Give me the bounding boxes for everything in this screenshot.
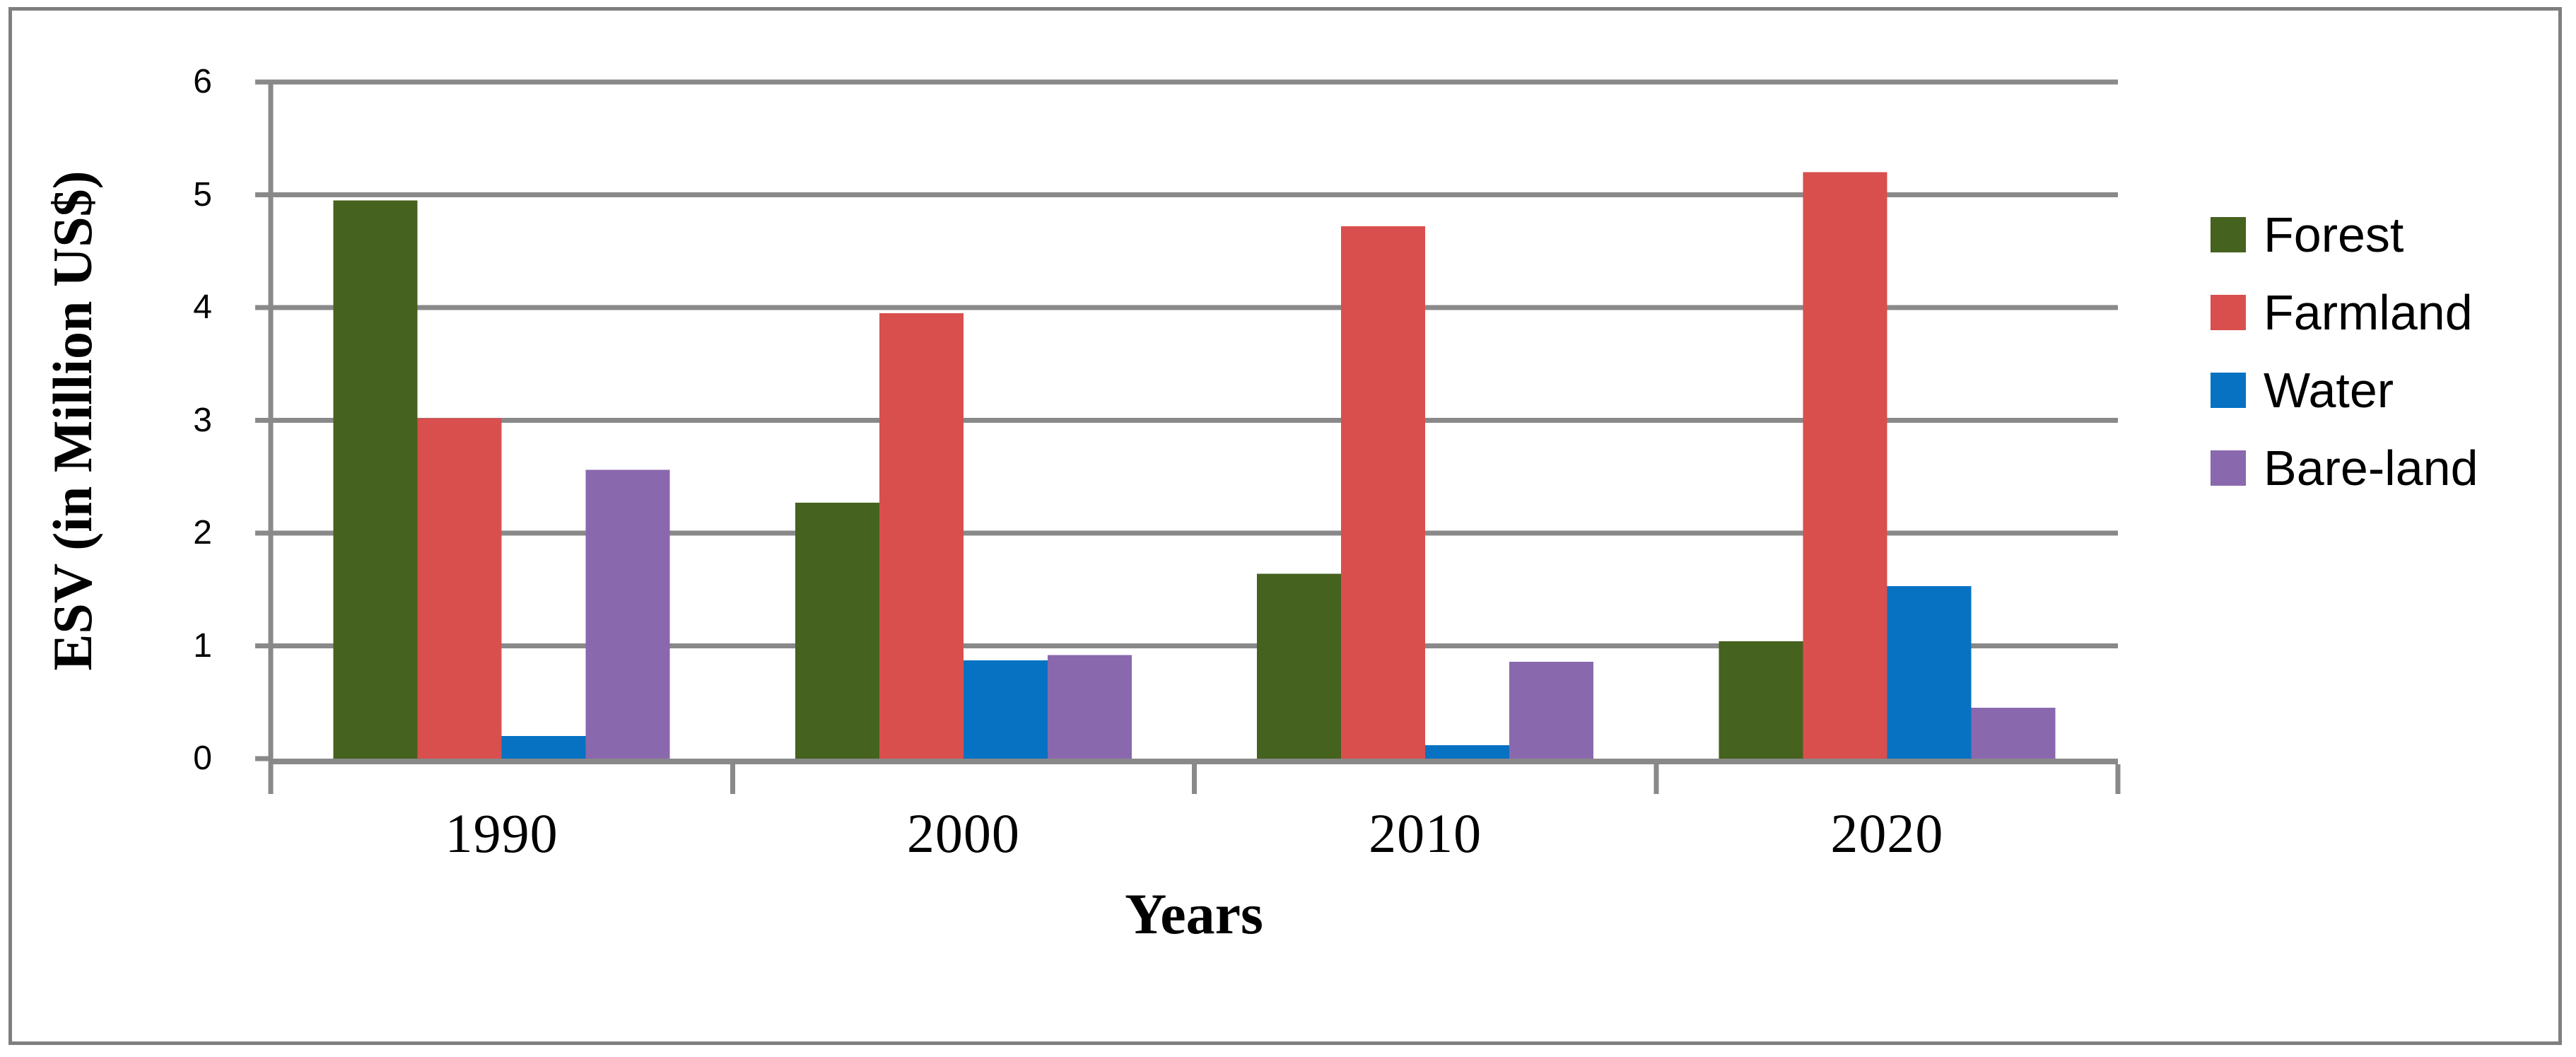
bar-farmland-2000	[879, 313, 964, 759]
bar-water-2000	[963, 660, 1048, 759]
bar-forest-2010	[1257, 573, 1342, 759]
bar-farmland-1990	[417, 418, 502, 759]
legend-item-bareland: Bare-land	[2211, 441, 2478, 495]
bar-water-2010	[1425, 744, 1510, 759]
bar-bare-land-2010	[1509, 661, 1594, 759]
figure-border	[8, 7, 2562, 1045]
legend-swatch-forest	[2211, 217, 2246, 252]
legend-label-forest: Forest	[2264, 207, 2404, 262]
legend-label-farmland: Farmland	[2264, 285, 2473, 340]
x-category-label-1990: 1990	[445, 802, 558, 864]
legend-swatch-farmland	[2211, 295, 2246, 330]
legend-swatch-water	[2211, 373, 2246, 408]
bar-bare-land-1990	[585, 469, 670, 759]
y-tick-label-3: 3	[193, 401, 212, 439]
y-tick-label-6: 6	[193, 63, 212, 100]
bar-water-2020	[1887, 585, 1972, 759]
bar-farmland-2010	[1341, 226, 1426, 759]
x-category-label-2020: 2020	[1830, 802, 1944, 864]
bar-water-1990	[501, 736, 586, 759]
chart-legend: Forest Farmland Water Bare-land	[2211, 208, 2478, 495]
y-tick-label-1: 1	[193, 626, 212, 665]
y-tick-label-4: 4	[193, 288, 212, 326]
legend-item-water: Water	[2211, 363, 2478, 417]
y-tick-label-5: 5	[193, 175, 212, 214]
legend-label-water: Water	[2264, 363, 2394, 418]
x-axis-title: Years	[1125, 882, 1263, 946]
bar-forest-2020	[1719, 641, 1803, 759]
bar-forest-1990	[333, 200, 418, 759]
y-axis-title: ESV (in Million US$)	[42, 170, 103, 671]
legend-swatch-bareland	[2211, 450, 2246, 486]
legend-label-bareland: Bare-land	[2264, 440, 2478, 496]
y-tick-label-0: 0	[193, 740, 212, 777]
bar-bare-land-2020	[1971, 708, 2056, 759]
y-tick-label-2: 2	[193, 514, 212, 551]
bar-farmland-2020	[1803, 172, 1887, 759]
x-category-label-2010: 2010	[1369, 802, 1482, 864]
bar-forest-2000	[795, 502, 879, 759]
legend-item-farmland: Farmland	[2211, 286, 2478, 339]
legend-item-forest: Forest	[2211, 208, 2478, 262]
bar-bare-land-2000	[1047, 655, 1132, 759]
x-category-label-2000: 2000	[906, 802, 1020, 864]
